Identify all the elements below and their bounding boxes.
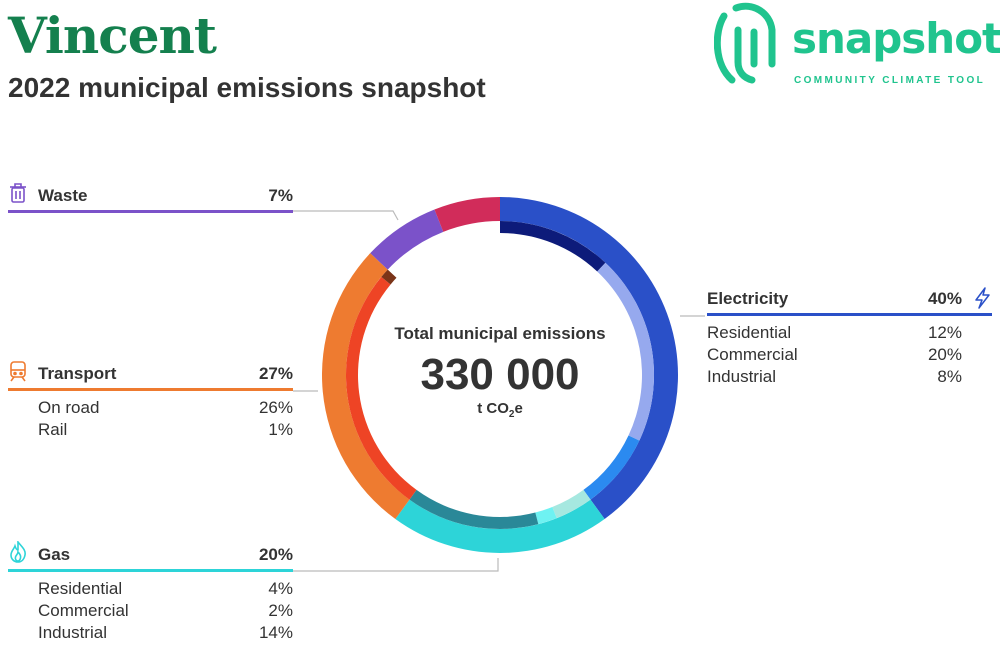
legend-row: On road 26% (38, 398, 293, 417)
total-label: Total municipal emissions (394, 324, 606, 343)
legend-gas: Gas 20% Residential 4% Commercial 2% Ind… (8, 541, 293, 644)
donut-slice-electricity (500, 197, 678, 520)
gas-percent: 20% (258, 545, 293, 564)
electricity-percent: 40% (927, 289, 962, 308)
donut-slice-gas (395, 499, 605, 553)
gas-leader-line (293, 558, 499, 572)
donut-subslice-transport-rail (381, 269, 397, 285)
legend-row: Industrial 14% (38, 623, 293, 642)
legend-row: Residential 12% (707, 323, 962, 342)
donut-slice-waste (370, 209, 444, 270)
donut-subslice-gas-commercial (535, 507, 557, 525)
donut-subslice-gas-industrial (409, 489, 539, 529)
donut-slice-unlabelled (434, 197, 500, 232)
waste-percent: 7% (268, 186, 293, 205)
total-value: 330 000 (420, 350, 580, 399)
total-unit: t CO2e (477, 400, 523, 420)
legend-row: Industrial 8% (707, 367, 962, 386)
legend-electricity: Electricity 40% Residential 12% Commerci… (707, 287, 992, 388)
transport-percent: 27% (258, 364, 293, 383)
trash-icon (10, 183, 26, 203)
lightning-icon (975, 287, 990, 309)
donut-subslice-electricity-residential (500, 221, 606, 272)
waste-leader-line (293, 210, 399, 221)
donut-subslice-transport-on-road (346, 276, 417, 500)
flame-icon (10, 541, 26, 563)
transport-label: Transport (38, 364, 117, 383)
legend-waste: Waste 7% (8, 183, 293, 213)
donut-subslice-gas-residential (552, 489, 591, 519)
page-title: Vincent (8, 6, 217, 65)
donut-subslice-electricity-industrial (583, 435, 640, 500)
donut-subslice-electricity-commercial (597, 262, 654, 441)
gas-label: Gas (38, 545, 71, 564)
legend-transport: Transport 27% On road 26% Rail 1% (8, 361, 293, 441)
page-subtitle: 2022 municipal emissions snapshot (8, 72, 486, 103)
train-icon (10, 361, 26, 382)
legend-row: Rail 1% (38, 420, 293, 439)
brand-tagline: COMMUNITY CLIMATE TOOL (794, 75, 986, 86)
legend-row: Commercial 20% (707, 345, 962, 364)
brand-logo: snapshot COMMUNITY CLIMATE TOOL (712, 0, 1000, 92)
donut-center: Total municipal emissions 330 000 t CO2e (380, 324, 620, 420)
legend-row: Commercial 2% (38, 601, 293, 620)
legend-row: Residential 4% (38, 579, 293, 598)
fingerprint-logo-icon (714, 2, 776, 84)
waste-label: Waste (38, 186, 88, 205)
donut-slice-transport (322, 253, 410, 520)
electricity-label: Electricity (707, 289, 789, 308)
brand-name: snapshot (792, 14, 1000, 63)
